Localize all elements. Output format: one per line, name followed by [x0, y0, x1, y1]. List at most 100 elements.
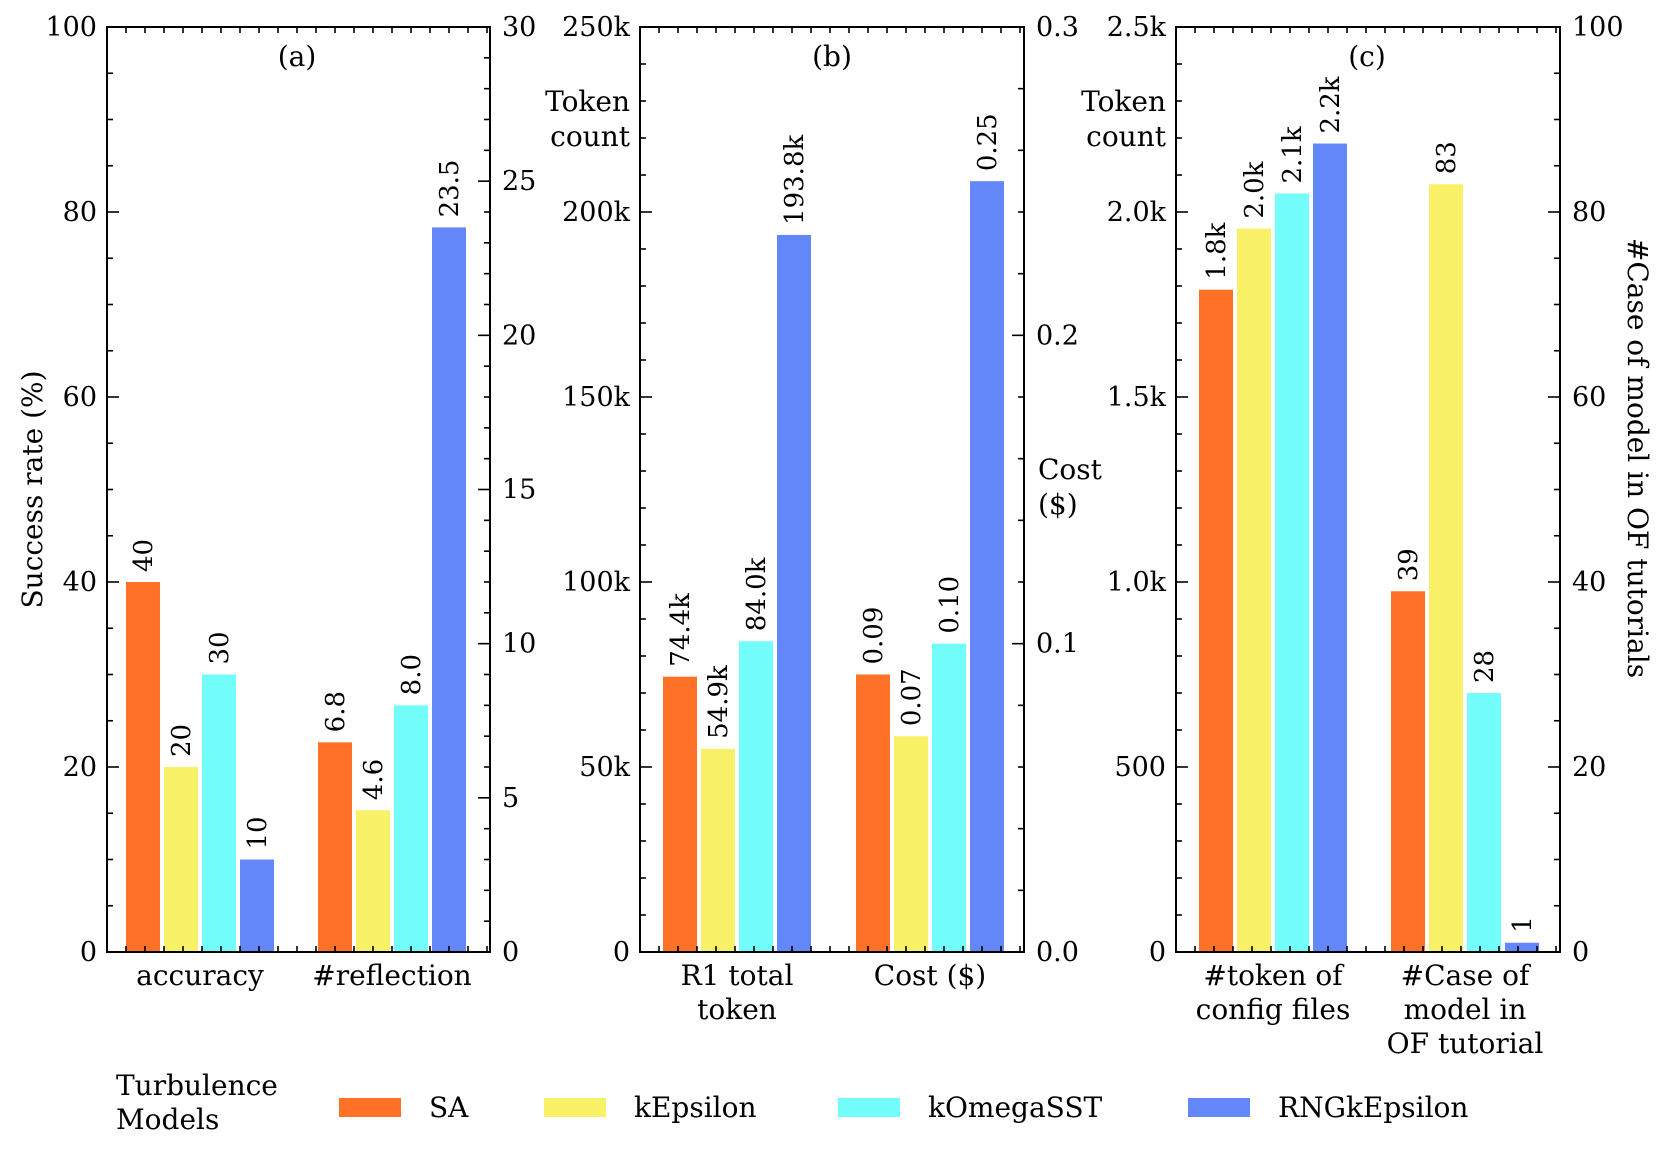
bar-kOmegaSST-2 — [1467, 693, 1501, 952]
right-tick-label: 0.2 — [1036, 320, 1079, 351]
bar-value-label: 2.0k — [1240, 161, 1270, 218]
right-tick-label: 0.0 — [1036, 937, 1079, 968]
bar-value-label: 83 — [1432, 141, 1462, 174]
left-tick-label: 100 — [45, 12, 97, 43]
right-tick-label: 25 — [502, 166, 536, 197]
bar-SA-1 — [1199, 289, 1233, 952]
bar-RNGkEpsilon-2 — [1505, 942, 1539, 952]
bar-value-label: 0.10 — [935, 576, 965, 634]
left-tick-label: 0 — [613, 937, 630, 968]
left-axis-title: count — [1086, 120, 1167, 153]
legend-swatch-kEpsilon — [544, 1098, 606, 1117]
category-label: config files — [1196, 993, 1351, 1026]
left-tick-label: 150k — [562, 382, 631, 413]
left-axis-title: Token — [545, 85, 630, 118]
legend-swatch-RNGkEpsilon — [1188, 1098, 1250, 1117]
left-tick-label: 80 — [63, 197, 97, 228]
bar-value-label: 23.5 — [435, 160, 465, 218]
bar-value-label: 8.0 — [397, 654, 427, 695]
category-label: token — [697, 993, 777, 1026]
category-label: #reflection — [312, 959, 471, 992]
bar-kOmegaSST-1 — [1275, 193, 1309, 952]
bar-kEpsilon-2 — [356, 810, 390, 952]
panel-label: (c) — [1348, 40, 1386, 73]
left-axis-title: Token — [1081, 85, 1166, 118]
panel-2: 74.4k 54.9k 84.0k 193.8k 0.09 0.07 0.10 0.25 0 50… — [545, 12, 1103, 1026]
right-axis-title: Cost — [1038, 453, 1103, 486]
bar-kEpsilon-1 — [164, 767, 198, 952]
bar-SA-2 — [1391, 591, 1425, 952]
right-tick-label: 80 — [1572, 197, 1606, 228]
bar-RNGkEpsilon-1 — [1313, 143, 1347, 953]
bar-RNGkEpsilon-1 — [240, 859, 274, 952]
legend-label: SA — [429, 1091, 469, 1124]
bar-SA-1 — [663, 676, 697, 952]
right-tick-label: 5 — [502, 783, 519, 814]
bar-RNGkEpsilon-2 — [970, 181, 1004, 952]
right-tick-label: 0.3 — [1036, 12, 1079, 43]
left-tick-label: 1.0k — [1107, 567, 1167, 598]
right-axis-title: ($) — [1038, 488, 1078, 521]
category-label: Cost ($) — [874, 959, 986, 992]
bar-SA-2 — [318, 742, 352, 952]
right-tick-label: 0 — [502, 937, 519, 968]
right-tick-label: 100 — [1572, 12, 1624, 43]
right-axis-title: #Case of model in OF tutorials — [1621, 238, 1654, 678]
right-tick-label: 30 — [502, 12, 536, 43]
left-tick-label: 0 — [80, 937, 97, 968]
bar-value-label: 74.4k — [666, 593, 696, 667]
right-tick-label: 60 — [1572, 382, 1606, 413]
legend-label: kOmegaSST — [928, 1091, 1103, 1124]
bar-kOmegaSST-2 — [394, 705, 428, 952]
legend-title: Turbulence — [116, 1069, 278, 1102]
bar-SA-2 — [856, 674, 890, 952]
left-axis-title: Success rate (%) — [16, 370, 49, 608]
right-tick-label: 10 — [502, 629, 536, 660]
bar-kEpsilon-2 — [1429, 184, 1463, 952]
bar-value-label: 84.0k — [742, 557, 772, 631]
bar-value-label: 54.9k — [704, 665, 734, 739]
right-tick-label: 20 — [502, 320, 536, 351]
category-label: model in — [1404, 993, 1527, 1026]
category-label: #Case of — [1401, 959, 1532, 992]
left-tick-label: 40 — [63, 567, 97, 598]
bar-SA-1 — [126, 582, 160, 952]
bar-value-label: 40 — [129, 539, 159, 572]
bar-value-label: 20 — [167, 724, 197, 757]
legend-title: Models — [116, 1103, 219, 1136]
left-tick-label: 2.5k — [1107, 12, 1167, 43]
left-tick-label: 500 — [1114, 752, 1166, 783]
left-tick-label: 1.5k — [1107, 382, 1167, 413]
legend-label: kEpsilon — [634, 1091, 757, 1124]
bar-value-label: 4.6 — [359, 759, 389, 800]
category-label: #token of — [1203, 959, 1345, 992]
bar-value-label: 30 — [205, 631, 235, 664]
bar-value-label: 2.2k — [1316, 76, 1346, 133]
bar-value-label: 6.8 — [321, 691, 351, 732]
bar-RNGkEpsilon-2 — [432, 227, 466, 952]
category-label: accuracy — [136, 959, 264, 992]
legend-swatch-kOmegaSST — [838, 1098, 900, 1117]
bar-kOmegaSST-2 — [932, 643, 966, 952]
legend-swatch-SA — [339, 1098, 401, 1117]
right-tick-label: 20 — [1572, 752, 1606, 783]
bar-value-label: 0.09 — [859, 607, 889, 665]
panel-label: (b) — [812, 40, 852, 73]
bar-value-label: 193.8k — [780, 135, 810, 225]
bar-value-label: 1.8k — [1202, 222, 1232, 279]
panel-1: 40 20 30 10 6.8 4.6 8.0 23.5 0 20 40 60 80 100 0 5 10 15 2… — [16, 12, 536, 992]
bar-RNGkEpsilon-1 — [777, 234, 811, 952]
bar-value-label: 1 — [1508, 916, 1538, 933]
legend-label: RNGkEpsilon — [1278, 1091, 1468, 1124]
left-tick-label: 0 — [1149, 937, 1166, 968]
bar-kOmegaSST-1 — [739, 641, 773, 952]
left-axis-title: count — [550, 120, 631, 153]
category-label: R1 total — [681, 959, 794, 992]
left-tick-label: 20 — [63, 752, 97, 783]
left-tick-label: 200k — [562, 197, 631, 228]
bar-value-label: 10 — [243, 816, 273, 849]
left-tick-label: 2.0k — [1107, 197, 1167, 228]
left-tick-label: 50k — [579, 752, 630, 783]
